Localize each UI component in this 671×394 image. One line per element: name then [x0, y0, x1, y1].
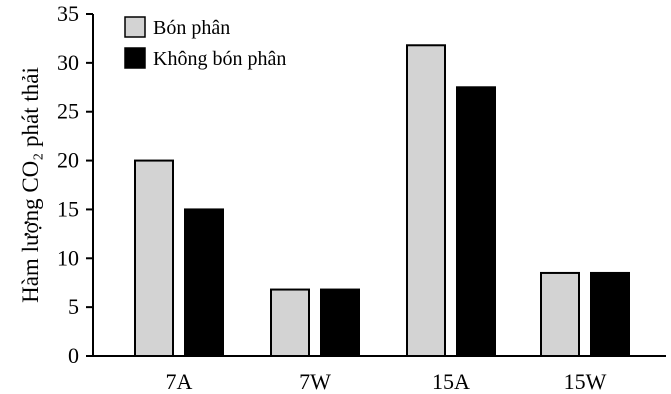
- y-tick-label: 35: [57, 1, 79, 26]
- y-axis-label: Hàm lượng CO₂ phát thải: [18, 67, 43, 303]
- legend: Bón phân Không bón phân: [124, 16, 286, 70]
- bar-15a-series-2: [456, 86, 496, 358]
- x-tick-label-15w: 15W: [564, 369, 607, 394]
- bar-7w-series-1: [270, 288, 310, 358]
- y-tick-label: 20: [57, 148, 79, 173]
- y-tick-label: 5: [68, 294, 79, 319]
- bar-7w-series-2: [320, 288, 360, 358]
- x-tick-label-7w: 7W: [299, 369, 331, 394]
- legend-label-1: Bón phân: [153, 17, 230, 39]
- x-ticks: 7A 7W 15A 15W: [166, 369, 607, 394]
- y-tick-label: 0: [68, 343, 79, 368]
- legend-swatch-1: [124, 16, 146, 38]
- bars: [134, 44, 630, 358]
- legend-swatch-2: [124, 47, 146, 69]
- y-tick-label: 15: [57, 196, 79, 221]
- x-tick-label-15a: 15A: [432, 369, 470, 394]
- bar-7a-series-1: [134, 159, 174, 357]
- legend-label-2: Không bón phân: [153, 48, 286, 70]
- x-tick-label-7a: 7A: [166, 369, 193, 394]
- bar-15w-series-1: [540, 271, 580, 358]
- bar-15w-series-2: [590, 271, 630, 358]
- y-ticks: 0 5 10 15 20 25 30 35: [57, 1, 93, 368]
- bar-7a-series-2: [184, 208, 224, 357]
- y-tick-label: 25: [57, 99, 79, 124]
- y-tick-label: 10: [57, 245, 79, 270]
- bar-15a-series-1: [406, 44, 446, 357]
- y-tick-label: 30: [57, 50, 79, 75]
